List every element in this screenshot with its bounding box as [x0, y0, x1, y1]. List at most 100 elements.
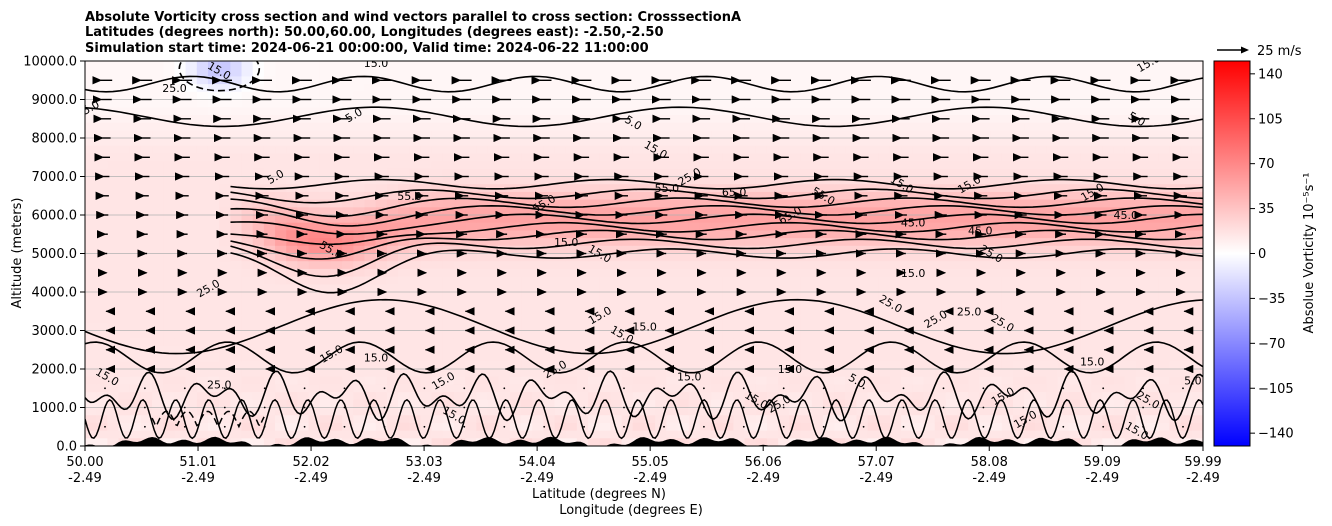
heatmap-cell — [990, 153, 1003, 162]
heatmap-cell — [990, 215, 1003, 224]
heatmap-cell — [174, 207, 187, 216]
heatmap-cell — [957, 76, 969, 85]
title-line-3: Simulation start time: 2024-06-21 00:00:… — [85, 41, 649, 56]
heatmap-cell — [129, 361, 142, 370]
heatmap-cell — [789, 138, 802, 147]
heatmap-cell — [543, 61, 556, 70]
heatmap-cell — [1135, 276, 1148, 285]
heatmap-cell — [431, 230, 444, 239]
heatmap-cell — [576, 322, 589, 332]
heatmap-cell — [96, 276, 108, 285]
heatmap-cell — [588, 99, 600, 108]
heatmap-cell — [945, 84, 958, 93]
heatmap-cell — [330, 376, 343, 385]
heatmap-cell — [96, 238, 108, 247]
heatmap-cell — [375, 161, 388, 170]
heatmap-cell — [96, 253, 108, 262]
heatmap-cell — [1147, 130, 1159, 139]
heatmap-cell — [565, 292, 578, 301]
heatmap-cell — [1024, 68, 1036, 77]
heatmap-cell — [498, 284, 511, 293]
heatmap-cell — [409, 99, 421, 108]
heatmap-cell — [655, 222, 667, 231]
heatmap-cell — [308, 114, 321, 124]
heatmap-cell — [476, 138, 489, 147]
heatmap-cell — [1046, 315, 1059, 324]
heatmap-cell — [666, 338, 679, 347]
heatmap-cell — [856, 138, 869, 147]
heatmap-cell — [1012, 268, 1025, 278]
heatmap-cell — [1124, 299, 1137, 308]
heatmap-cell — [297, 107, 310, 116]
heatmap-cell — [252, 268, 265, 278]
heatmap-cell — [878, 422, 891, 432]
heatmap-cell — [353, 68, 366, 77]
heatmap-cell — [107, 315, 120, 324]
heatmap-cell — [1024, 184, 1036, 193]
heatmap-cell — [800, 191, 813, 201]
heatmap-cell — [576, 361, 589, 370]
heatmap-cell — [1169, 322, 1182, 332]
heatmap-cell — [632, 145, 645, 154]
heatmap-cell — [129, 184, 142, 193]
heatmap-cell — [565, 369, 578, 378]
heatmap-cell — [409, 384, 421, 393]
heatmap-cell — [1046, 276, 1059, 285]
heatmap-cell — [1169, 61, 1182, 70]
heatmap-cell — [498, 407, 511, 416]
heatmap-cell — [521, 361, 533, 370]
heatmap-cell — [990, 315, 1003, 324]
heatmap-cell — [453, 299, 466, 308]
heatmap-cell — [554, 330, 567, 339]
heatmap-cell — [655, 322, 667, 332]
heatmap-cell — [230, 84, 243, 93]
heatmap-cell — [543, 299, 556, 308]
heatmap-cell — [722, 261, 735, 270]
heatmap-cell — [230, 268, 243, 278]
heatmap-cell — [163, 68, 176, 77]
heatmap-cell — [207, 261, 220, 270]
heatmap-cell — [644, 122, 656, 131]
heatmap-cell — [610, 138, 623, 147]
heatmap-cell — [610, 261, 623, 270]
heatmap-cell — [688, 330, 701, 339]
heatmap-cell — [453, 369, 466, 378]
heatmap-cell — [655, 407, 667, 416]
heatmap-cell — [677, 276, 690, 285]
heatmap-cell — [1001, 222, 1014, 231]
heatmap-cell — [923, 307, 936, 316]
heatmap-cell — [1068, 268, 1081, 278]
heatmap-cell — [476, 114, 489, 124]
heatmap-cell — [85, 138, 97, 147]
heatmap-cell — [353, 215, 366, 224]
heatmap-cell — [163, 138, 176, 147]
heatmap-cell — [308, 422, 321, 432]
heatmap-cell — [968, 430, 980, 439]
heatmap-cell — [476, 407, 489, 416]
heatmap-cell — [543, 238, 556, 247]
heatmap-cell — [476, 161, 489, 170]
heatmap-cell — [409, 91, 421, 101]
heatmap-cell — [196, 361, 209, 370]
heatmap-cell — [856, 276, 869, 285]
heatmap-cell — [263, 276, 276, 285]
heatmap-cell — [185, 153, 198, 162]
heatmap-cell — [800, 338, 813, 347]
heatmap-cell — [1012, 107, 1025, 116]
heatmap-cell — [1147, 399, 1159, 409]
heatmap-cell — [453, 361, 466, 370]
heatmap-cell — [1080, 91, 1092, 101]
heatmap-cell — [1091, 284, 1103, 293]
heatmap-cell — [308, 292, 321, 301]
heatmap-cell — [722, 176, 735, 185]
heatmap-cell — [286, 122, 299, 131]
heatmap-cell — [275, 153, 287, 162]
heatmap-cell — [543, 68, 556, 77]
heatmap-cell — [1147, 284, 1159, 293]
heatmap-cell — [901, 99, 913, 108]
heatmap-cell — [677, 322, 690, 332]
heatmap-cell — [755, 199, 768, 208]
heatmap-cell — [85, 122, 97, 131]
heatmap-cell — [789, 399, 802, 409]
heatmap-cell — [889, 299, 902, 308]
